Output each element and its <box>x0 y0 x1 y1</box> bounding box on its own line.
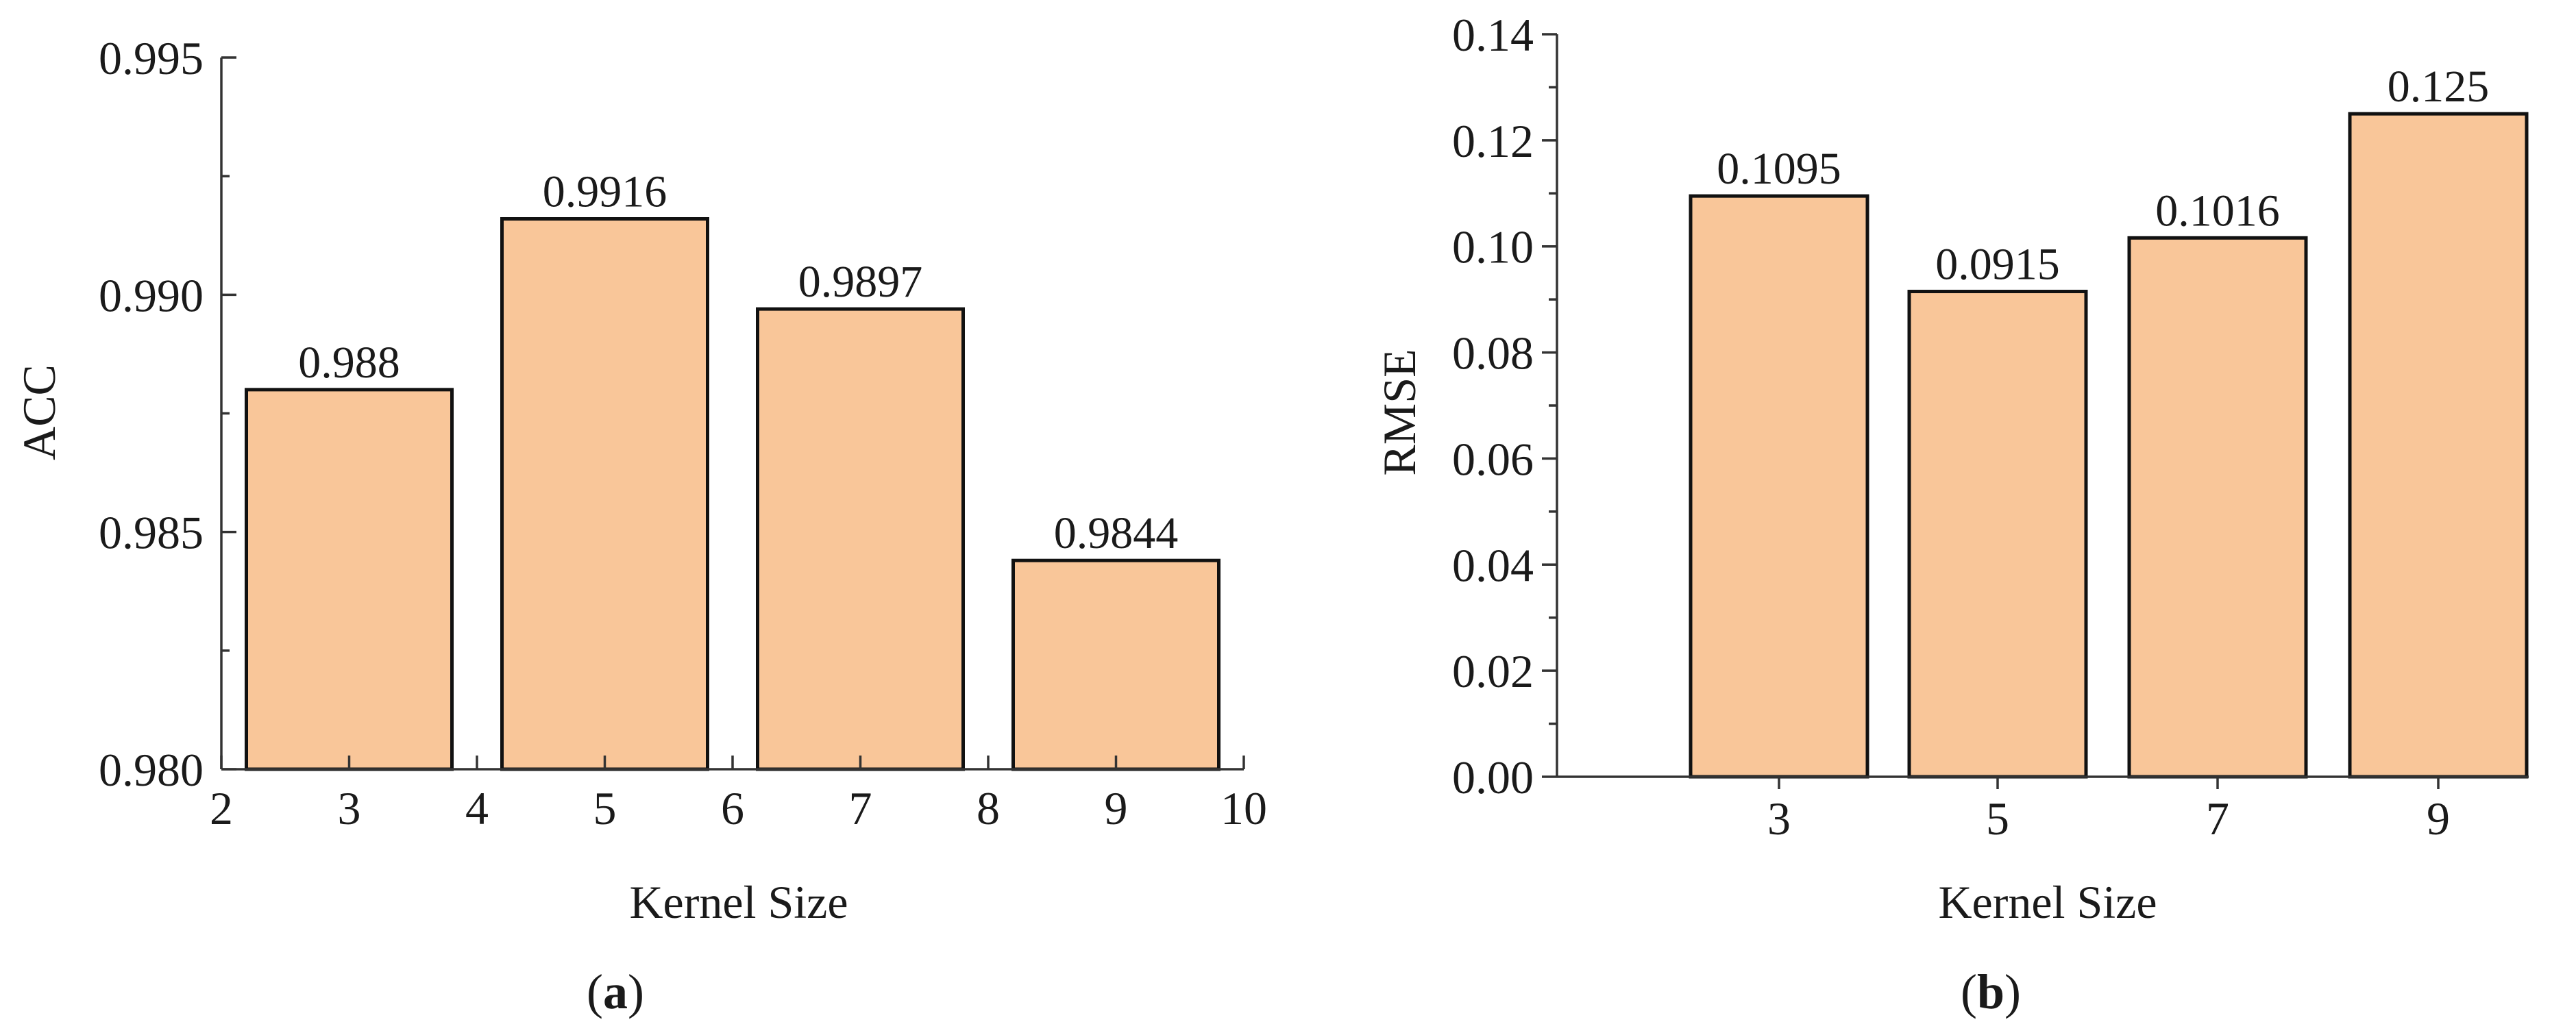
chart-panel-b: 3 5 7 9 0.00 0.02 0.04 0.06 0.08 0.10 0.12 0.14 0.1… <box>1373 9 2529 1019</box>
panel-caption-letter-a: a <box>603 964 628 1019</box>
x-tick-label: 5 <box>1986 793 2009 845</box>
bar <box>245 388 454 771</box>
bar <box>2348 112 2529 779</box>
bars-group <box>245 217 1220 771</box>
y-tick-label: 0.985 <box>99 507 204 559</box>
x-tick-label: 9 <box>1105 782 1128 834</box>
y-tick-label: 0.08 <box>1452 327 1534 379</box>
x-axis-title: Kernel Size <box>1938 876 2157 928</box>
x-tick-label: 5 <box>593 782 617 834</box>
bar <box>1907 290 2088 779</box>
tick-labels-group: 3 5 7 9 0.00 0.02 0.04 0.06 0.08 0.10 0.12 0.14 <box>1452 9 2450 845</box>
y-tick-label: 0.12 <box>1452 115 1534 167</box>
data-labels-group: 0.988 0.9916 0.9897 0.9844 <box>298 167 1178 559</box>
data-label: 0.125 <box>2388 62 2490 112</box>
y-tick-label: 0.990 <box>99 269 204 321</box>
bar <box>2127 236 2308 779</box>
x-tick-label: 3 <box>338 782 361 834</box>
x-tick-label: 7 <box>849 782 872 834</box>
axes-group <box>220 56 1245 771</box>
chart-panel-a: 0.980 0.985 0.990 0.995 2 3 4 5 6 7 8 9 10 0.988 0.99… <box>13 32 1267 1019</box>
x-tick-label: 4 <box>465 782 489 834</box>
x-tick-label: 2 <box>210 782 233 834</box>
y-tick-label: 0.02 <box>1452 645 1534 697</box>
data-label: 0.0915 <box>1935 240 2060 290</box>
y-tick-label: 0.06 <box>1452 433 1534 485</box>
bar <box>1689 194 1869 779</box>
data-label: 0.988 <box>298 338 400 388</box>
y-tick-label: 0.04 <box>1452 539 1534 591</box>
x-tick-label: 3 <box>1767 793 1791 845</box>
bars-group <box>1689 112 2529 779</box>
data-label: 0.1095 <box>1717 144 1841 194</box>
bar <box>756 307 965 771</box>
bar <box>1011 558 1220 771</box>
y-tick-label: 0.14 <box>1452 9 1534 61</box>
data-label: 0.9844 <box>1054 508 1179 558</box>
x-tick-label: 10 <box>1220 782 1267 834</box>
panel-caption-letter-b: b <box>1977 964 2004 1019</box>
x-axis-title: Kernel Size <box>629 876 848 928</box>
y-axis-title: RMSE <box>1373 349 1425 475</box>
x-tick-label: 9 <box>2427 793 2450 845</box>
axes-group <box>1542 33 2529 789</box>
y-tick-label: 0.00 <box>1452 751 1534 803</box>
y-tick-label: 0.10 <box>1452 221 1534 273</box>
data-label: 0.9897 <box>798 257 923 307</box>
tick-labels-group: 0.980 0.985 0.990 0.995 2 3 4 5 6 7 8 9 10 <box>99 32 1267 834</box>
panel-caption-b: (b) <box>1961 964 2021 1019</box>
y-tick-label: 0.980 <box>99 744 204 796</box>
y-axis-title: ACC <box>13 364 65 460</box>
data-label: 0.1016 <box>2155 186 2280 236</box>
data-labels-group: 0.1095 0.0915 0.1016 0.125 <box>1717 62 2489 289</box>
y-tick-label: 0.995 <box>99 32 204 84</box>
bar <box>500 217 709 771</box>
panel-caption-a: (a) <box>587 964 644 1019</box>
x-tick-label: 7 <box>2206 793 2229 845</box>
x-tick-label: 6 <box>721 782 744 834</box>
x-tick-label: 8 <box>977 782 1000 834</box>
data-label: 0.9916 <box>543 167 667 217</box>
